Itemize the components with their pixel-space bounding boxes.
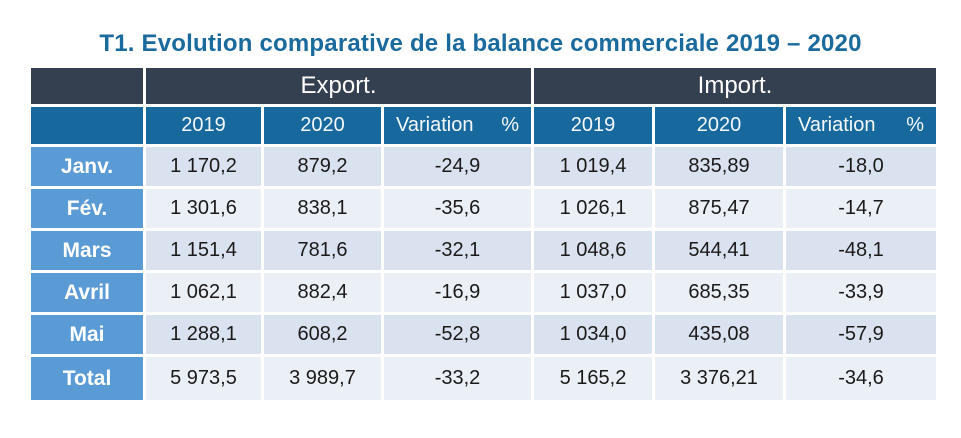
table-cell: 1 170,2 xyxy=(146,147,261,186)
group-header-export: Export. xyxy=(146,68,531,104)
row-label-mai: Mai xyxy=(31,315,143,354)
table-cell: 3 989,7 xyxy=(264,357,381,400)
table-cell: 1 151,4 xyxy=(146,231,261,270)
table-cell: 1 026,1 xyxy=(534,189,652,228)
col-header-export-variation: Variation % xyxy=(384,107,531,144)
balance-commerciale-table: Export. Import. 2019 2020 Variation % 20… xyxy=(31,68,936,400)
table-cell: 835,89 xyxy=(655,147,783,186)
table-cell: -33,9 xyxy=(786,273,936,312)
table-cell: -52,8 xyxy=(384,315,531,354)
row-label-janv: Janv. xyxy=(31,147,143,186)
row-label-avril: Avril xyxy=(31,273,143,312)
table-cell: -14,7 xyxy=(786,189,936,228)
table-cell: -35,6 xyxy=(384,189,531,228)
table-cell: 1 037,0 xyxy=(534,273,652,312)
table-cell: -57,9 xyxy=(786,315,936,354)
table-cell: -32,1 xyxy=(384,231,531,270)
page-title: T1. Evolution comparative de la balance … xyxy=(99,30,862,57)
col-header-import-variation: Variation % xyxy=(786,107,936,144)
row-label-fev: Fév. xyxy=(31,189,143,228)
table-cell: 875,47 xyxy=(655,189,783,228)
col-header-export-2020: 2020 xyxy=(264,107,381,144)
table-cell: -34,6 xyxy=(786,357,936,400)
table-cell: -24,9 xyxy=(384,147,531,186)
table-cell: 5 165,2 xyxy=(534,357,652,400)
table-cell: 879,2 xyxy=(264,147,381,186)
table-cell: -18,0 xyxy=(786,147,936,186)
table-cell: 1 019,4 xyxy=(534,147,652,186)
table-cell: 838,1 xyxy=(264,189,381,228)
col-header-import-2019: 2019 xyxy=(534,107,652,144)
col-header-import-2020: 2020 xyxy=(655,107,783,144)
group-header-import: Import. xyxy=(534,68,936,104)
table-cell: 1 062,1 xyxy=(146,273,261,312)
table-cell: -16,9 xyxy=(384,273,531,312)
table-cell: 781,6 xyxy=(264,231,381,270)
table-cell: 1 034,0 xyxy=(534,315,652,354)
col-header-export-2019: 2019 xyxy=(146,107,261,144)
row-label-total: Total xyxy=(31,357,143,400)
table-cell: 882,4 xyxy=(264,273,381,312)
row-label-mars: Mars xyxy=(31,231,143,270)
table-cell: 5 973,5 xyxy=(146,357,261,400)
subheader-corner-cell xyxy=(31,107,143,144)
table-cell: 608,2 xyxy=(264,315,381,354)
table-cell: 544,41 xyxy=(655,231,783,270)
table-cell: -48,1 xyxy=(786,231,936,270)
table-cell: 1 288,1 xyxy=(146,315,261,354)
table-corner-cell xyxy=(31,68,143,104)
table-cell: 435,08 xyxy=(655,315,783,354)
table-cell: 1 048,6 xyxy=(534,231,652,270)
table-cell: 685,35 xyxy=(655,273,783,312)
table-cell: 3 376,21 xyxy=(655,357,783,400)
table-cell: -33,2 xyxy=(384,357,531,400)
table-cell: 1 301,6 xyxy=(146,189,261,228)
